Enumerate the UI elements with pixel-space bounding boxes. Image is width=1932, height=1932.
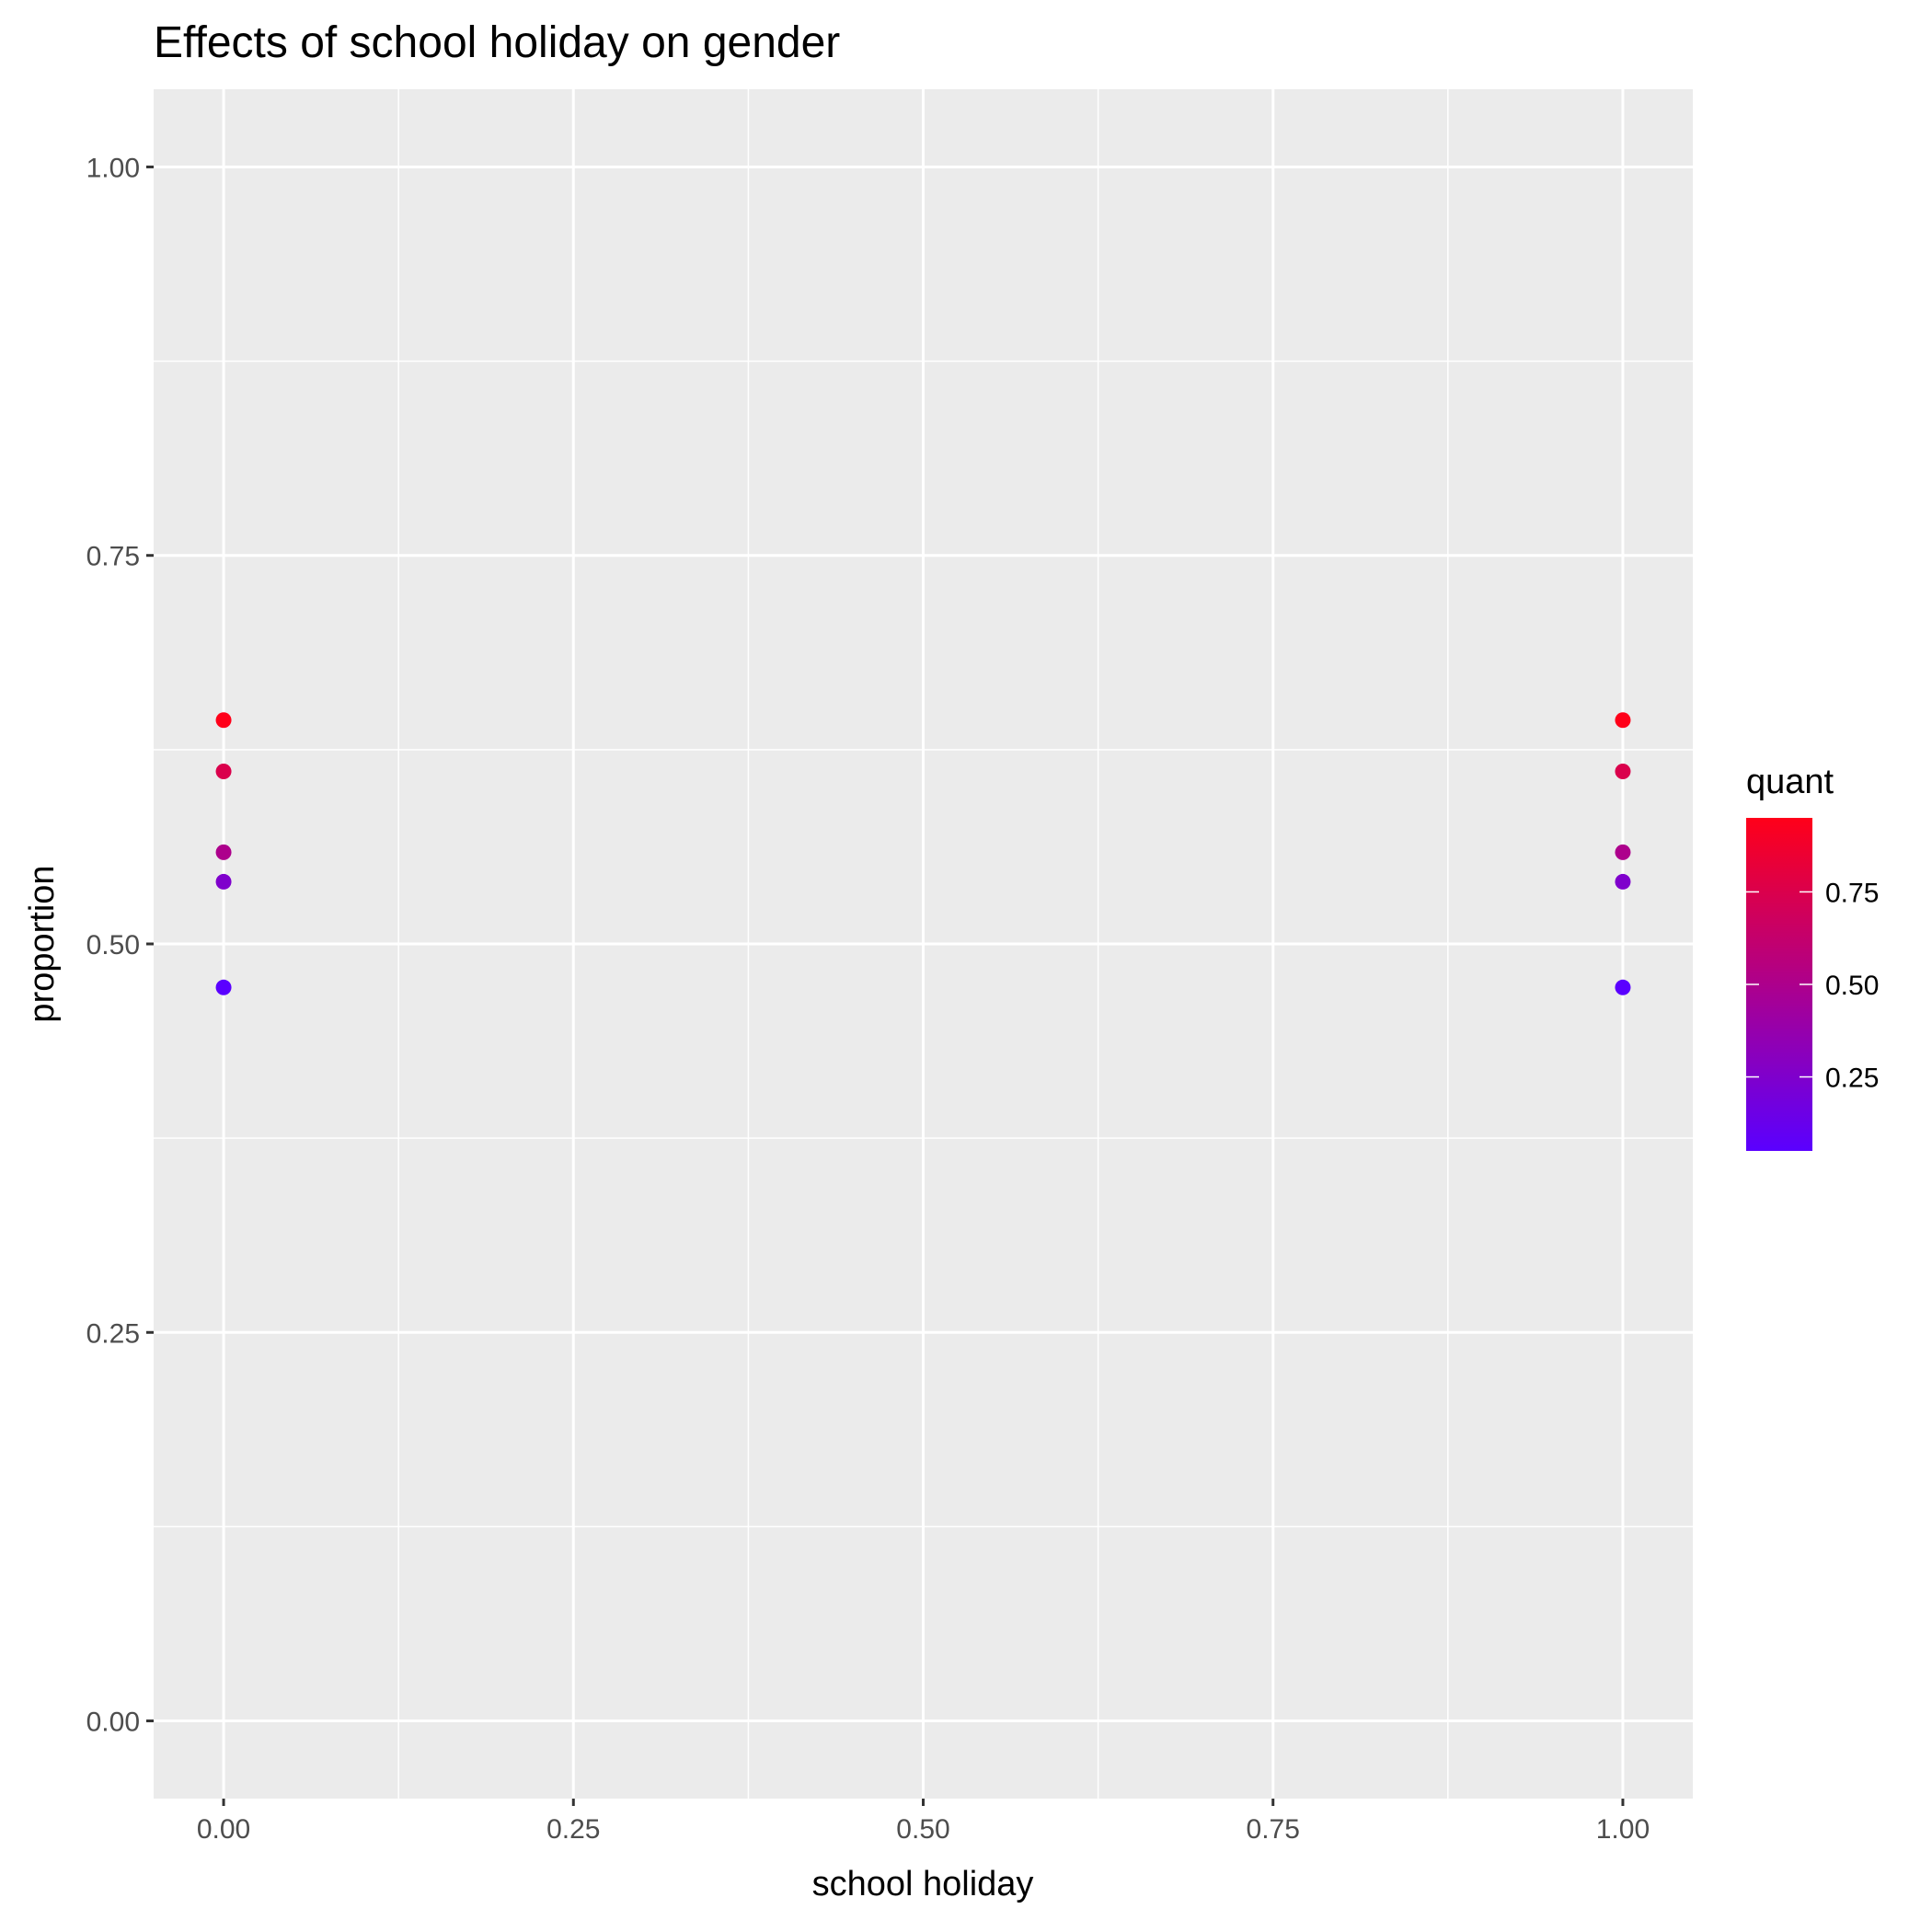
- legend-tick-label: 0.75: [1825, 878, 1879, 908]
- y-tick-label: 0.00: [86, 1708, 140, 1738]
- x-axis-title: school holiday: [812, 1865, 1034, 1903]
- data-points: [215, 712, 1631, 995]
- data-point: [215, 712, 232, 729]
- legend-tick-label: 0.25: [1825, 1064, 1879, 1094]
- data-point: [1615, 712, 1631, 729]
- y-tick-label: 0.50: [86, 930, 140, 960]
- y-tick-label: 0.25: [86, 1318, 140, 1349]
- legend-title: quant: [1746, 763, 1834, 801]
- data-point: [215, 844, 232, 860]
- data-point: [1615, 844, 1631, 860]
- y-axis: 0.00 0.25 0.50 0.75 1.00: [86, 153, 154, 1738]
- data-point: [1615, 979, 1631, 995]
- chart-title: Effects of school holiday on gender: [154, 18, 840, 67]
- color-legend: quant 0.25 0.50 0.75: [1746, 763, 1879, 1151]
- x-tick-label: 0.75: [1247, 1814, 1300, 1845]
- x-tick-label: 0.00: [197, 1814, 250, 1845]
- data-point: [215, 979, 232, 995]
- x-axis: 0.00 0.25 0.50 0.75 1.00: [197, 1799, 1650, 1845]
- data-point: [1615, 764, 1631, 780]
- y-tick-label: 0.75: [86, 542, 140, 572]
- y-axis-title: proportion: [23, 865, 62, 1022]
- x-tick-label: 1.00: [1596, 1814, 1650, 1845]
- data-point: [215, 764, 232, 780]
- legend-ticks: 0.25 0.50 0.75: [1746, 878, 1879, 1094]
- legend-tick-label: 0.50: [1825, 971, 1879, 1001]
- x-tick-label: 0.25: [546, 1814, 600, 1845]
- x-tick-label: 0.50: [896, 1814, 949, 1845]
- data-point: [1615, 873, 1631, 890]
- data-point: [215, 873, 232, 890]
- grid-major: [154, 89, 1693, 1799]
- y-tick-label: 1.00: [86, 153, 140, 183]
